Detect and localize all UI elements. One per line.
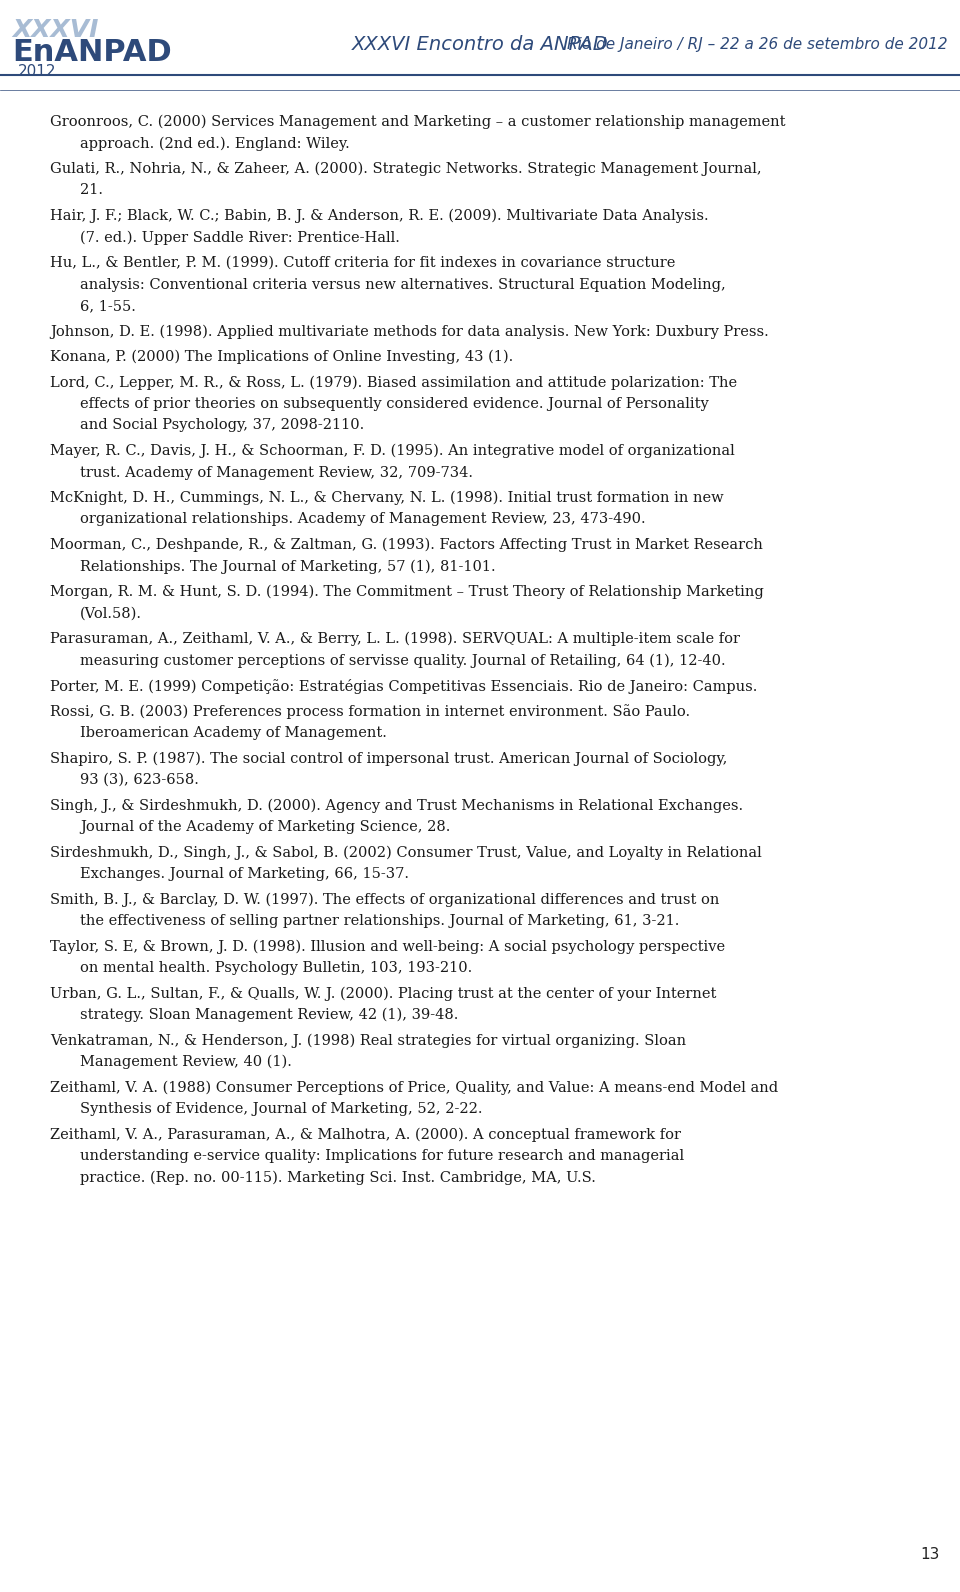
Text: Mayer, R. C., Davis, J. H., & Schoorman, F. D. (1995). An integrative model of o: Mayer, R. C., Davis, J. H., & Schoorman,… (50, 444, 734, 458)
Text: Johnson, D. E. (1998). Applied multivariate methods for data analysis. New York:: Johnson, D. E. (1998). Applied multivari… (50, 325, 769, 339)
Text: Iberoamerican Academy of Management.: Iberoamerican Academy of Management. (80, 726, 387, 740)
Text: strategy. Sloan Management Review, 42 (1), 39-48.: strategy. Sloan Management Review, 42 (1… (80, 1008, 458, 1022)
Text: Hu, L., & Bentler, P. M. (1999). Cutoff criteria for fit indexes in covariance s: Hu, L., & Bentler, P. M. (1999). Cutoff … (50, 256, 676, 271)
Text: Singh, J., & Sirdeshmukh, D. (2000). Agency and Trust Mechanisms in Relational E: Singh, J., & Sirdeshmukh, D. (2000). Age… (50, 799, 743, 814)
Text: and Social Psychology, 37, 2098-2110.: and Social Psychology, 37, 2098-2110. (80, 419, 364, 433)
Text: Shapiro, S. P. (1987). The social control of impersonal trust. American Journal : Shapiro, S. P. (1987). The social contro… (50, 751, 728, 766)
Text: Smith, B. J., & Barclay, D. W. (1997). The effects of organizational differences: Smith, B. J., & Barclay, D. W. (1997). T… (50, 893, 719, 907)
Text: Synthesis of Evidence, Journal of Marketing, 52, 2-22.: Synthesis of Evidence, Journal of Market… (80, 1102, 483, 1116)
Text: Gulati, R., Nohria, N., & Zaheer, A. (2000). Strategic Networks. Strategic Manag: Gulati, R., Nohria, N., & Zaheer, A. (20… (50, 162, 761, 177)
Text: the effectiveness of selling partner relationships. Journal of Marketing, 61, 3-: the effectiveness of selling partner rel… (80, 914, 680, 928)
Text: Zeithaml, V. A. (1988) Consumer Perceptions of Price, Quality, and Value: A mean: Zeithaml, V. A. (1988) Consumer Percepti… (50, 1081, 779, 1095)
Text: Porter, M. E. (1999) Competição: Estratégias Competitivas Essenciais. Rio de Jan: Porter, M. E. (1999) Competição: Estraté… (50, 680, 757, 694)
Text: measuring customer perceptions of servisse quality. Journal of Retailing, 64 (1): measuring customer perceptions of servis… (80, 653, 726, 669)
Text: Hair, J. F.; Black, W. C.; Babin, B. J. & Anderson, R. E. (2009). Multivariate D: Hair, J. F.; Black, W. C.; Babin, B. J. … (50, 209, 708, 223)
Text: 13: 13 (921, 1547, 940, 1562)
Text: 6, 1-55.: 6, 1-55. (80, 299, 136, 314)
Text: Rossi, G. B. (2003) Preferences process formation in internet environment. São P: Rossi, G. B. (2003) Preferences process … (50, 705, 690, 720)
Text: Journal of the Academy of Marketing Science, 28.: Journal of the Academy of Marketing Scie… (80, 820, 450, 834)
Text: approach. (2nd ed.). England: Wiley.: approach. (2nd ed.). England: Wiley. (80, 137, 349, 151)
Text: Lord, C., Lepper, M. R., & Ross, L. (1979). Biased assimilation and attitude pol: Lord, C., Lepper, M. R., & Ross, L. (197… (50, 376, 737, 390)
Text: Morgan, R. M. & Hunt, S. D. (1994). The Commitment – Trust Theory of Relationshi: Morgan, R. M. & Hunt, S. D. (1994). The … (50, 584, 764, 600)
Text: Management Review, 40 (1).: Management Review, 40 (1). (80, 1055, 292, 1070)
Text: 21.: 21. (80, 183, 103, 197)
Text: understanding e-service quality: Implications for future research and managerial: understanding e-service quality: Implica… (80, 1149, 684, 1164)
Text: McKnight, D. H., Cummings, N. L., & Chervany, N. L. (1998). Initial trust format: McKnight, D. H., Cummings, N. L., & Cher… (50, 490, 724, 505)
Text: Parasuraman, A., Zeithaml, V. A., & Berry, L. L. (1998). SERVQUAL: A multiple-it: Parasuraman, A., Zeithaml, V. A., & Berr… (50, 632, 740, 646)
Text: 2012: 2012 (18, 64, 57, 80)
Text: Groonroos, C. (2000) Services Management and Marketing – a customer relationship: Groonroos, C. (2000) Services Management… (50, 115, 785, 129)
Text: effects of prior theories on subsequently considered evidence. Journal of Person: effects of prior theories on subsequentl… (80, 396, 708, 411)
Text: analysis: Conventional criteria versus new alternatives. Structural Equation Mod: analysis: Conventional criteria versus n… (80, 277, 726, 291)
Text: Venkatraman, N., & Henderson, J. (1998) Real strategies for virtual organizing. : Venkatraman, N., & Henderson, J. (1998) … (50, 1033, 686, 1048)
Text: Rio de Janeiro / RJ – 22 a 26 de setembro de 2012: Rio de Janeiro / RJ – 22 a 26 de setembr… (567, 38, 948, 53)
Text: Zeithaml, V. A., Parasuraman, A., & Malhotra, A. (2000). A conceptual framework : Zeithaml, V. A., Parasuraman, A., & Malh… (50, 1127, 681, 1141)
Text: on mental health. Psychology Bulletin, 103, 193-210.: on mental health. Psychology Bulletin, 1… (80, 962, 472, 974)
Text: XXXVI Encontro da ANPAD: XXXVI Encontro da ANPAD (351, 35, 609, 54)
Text: Konana, P. (2000) The Implications of Online Investing, 43 (1).: Konana, P. (2000) The Implications of On… (50, 350, 514, 365)
Text: (Vol.58).: (Vol.58). (80, 607, 142, 621)
Text: Moorman, C., Deshpande, R., & Zaltman, G. (1993). Factors Affecting Trust in Mar: Moorman, C., Deshpande, R., & Zaltman, G… (50, 538, 763, 552)
Text: Exchanges. Journal of Marketing, 66, 15-37.: Exchanges. Journal of Marketing, 66, 15-… (80, 868, 409, 880)
Text: 93 (3), 623-658.: 93 (3), 623-658. (80, 774, 199, 786)
Text: XXXVI: XXXVI (12, 18, 98, 41)
Text: Sirdeshmukh, D., Singh, J., & Sabol, B. (2002) Consumer Trust, Value, and Loyalt: Sirdeshmukh, D., Singh, J., & Sabol, B. … (50, 845, 761, 860)
Text: organizational relationships. Academy of Management Review, 23, 473-490.: organizational relationships. Academy of… (80, 513, 646, 527)
Text: trust. Academy of Management Review, 32, 709-734.: trust. Academy of Management Review, 32,… (80, 465, 473, 479)
Text: practice. (Rep. no. 00-115). Marketing Sci. Inst. Cambridge, MA, U.S.: practice. (Rep. no. 00-115). Marketing S… (80, 1170, 596, 1184)
Text: EnANPAD: EnANPAD (12, 38, 172, 67)
Text: (7. ed.). Upper Saddle River: Prentice-Hall.: (7. ed.). Upper Saddle River: Prentice-H… (80, 231, 400, 245)
Text: Taylor, S. E, & Brown, J. D. (1998). Illusion and well-being: A social psycholog: Taylor, S. E, & Brown, J. D. (1998). Ill… (50, 939, 725, 954)
Text: Urban, G. L., Sultan, F., & Qualls, W. J. (2000). Placing trust at the center of: Urban, G. L., Sultan, F., & Qualls, W. J… (50, 987, 716, 1001)
Text: Relationships. The Journal of Marketing, 57 (1), 81-101.: Relationships. The Journal of Marketing,… (80, 559, 495, 573)
